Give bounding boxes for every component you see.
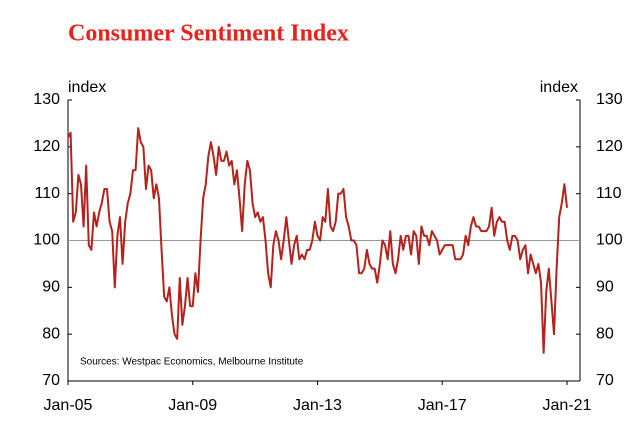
y2-axis-label: index: [540, 79, 578, 96]
chart-title: Consumer Sentiment Index: [68, 21, 349, 47]
y-tick-label: 100: [33, 232, 60, 249]
y-tick-label: 130: [33, 91, 60, 108]
y2-tick-label: 80: [596, 325, 614, 342]
y-tick-label: 90: [42, 279, 60, 296]
y-tick-label: 110: [34, 185, 60, 202]
y2-tick-label: 110: [596, 185, 622, 202]
y2-tick-label: 70: [596, 372, 614, 389]
y2-tick-label: 130: [596, 91, 623, 108]
x-tick-label: Jan-17: [418, 397, 467, 414]
data-line: [67, 127, 568, 354]
y2-tick-label: 120: [596, 138, 623, 155]
y-tick-label: 70: [42, 372, 60, 389]
x-tick-label: Jan-13: [293, 397, 342, 414]
x-tick-label: Jan-05: [44, 397, 93, 414]
y-tick-label: 80: [42, 325, 60, 342]
y2-tick-label: 90: [596, 279, 614, 296]
y-tick-label: 120: [33, 138, 60, 155]
y-axis-label: index: [68, 79, 106, 96]
x-tick-label: Jan-09: [168, 397, 217, 414]
source-note: Sources: Westpac Economics, Melbourne In…: [80, 357, 304, 368]
x-tick-label: Jan-21: [543, 397, 592, 414]
y2-tick-label: 100: [596, 232, 623, 249]
